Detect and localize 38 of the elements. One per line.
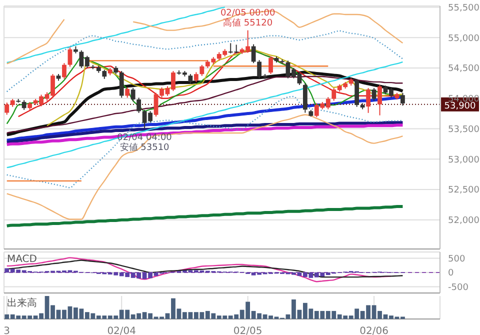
line-series bbox=[6, 114, 404, 220]
y-tick-label: 55,000 bbox=[448, 34, 480, 44]
candlestick bbox=[130, 88, 136, 102]
y-tick-label: -500 bbox=[448, 282, 469, 293]
y-tick-label: 55,500 bbox=[448, 3, 480, 14]
line-series bbox=[6, 61, 404, 168]
candlestick bbox=[62, 62, 66, 80]
y-tick-label: 53,000 bbox=[448, 155, 480, 166]
x-tick-label: 02/04 bbox=[107, 326, 136, 335]
candlestick bbox=[378, 84, 382, 116]
candlestick bbox=[102, 69, 107, 80]
candlestick bbox=[119, 70, 124, 98]
candlestick bbox=[372, 88, 376, 102]
line-series bbox=[5, 204, 404, 228]
candlestick bbox=[136, 97, 142, 114]
candlestick bbox=[200, 64, 204, 76]
y-tick-label: 54,500 bbox=[448, 64, 480, 74]
x-tick-label: 02/05 bbox=[233, 326, 262, 335]
y-tick-label: 500 bbox=[448, 254, 466, 264]
y-tick-label: 53,500 bbox=[448, 124, 480, 135]
x-tick-label: 3 bbox=[4, 326, 10, 335]
candlestick bbox=[68, 46, 72, 68]
candlestick bbox=[188, 74, 193, 84]
y-tick-label: 52,000 bbox=[448, 216, 480, 226]
candlestick bbox=[400, 92, 405, 106]
candlestick bbox=[251, 44, 256, 64]
candlestick bbox=[268, 56, 273, 75]
candlestick bbox=[22, 100, 26, 110]
line-series bbox=[6, 30, 404, 92]
y-tick-label: 0 bbox=[448, 268, 454, 279]
chart-title: 出来高 bbox=[7, 297, 37, 309]
chart-title: MACD bbox=[7, 254, 38, 265]
y-tick-label: 52,500 bbox=[448, 186, 480, 196]
candlestick bbox=[366, 88, 370, 114]
candlestick bbox=[125, 86, 130, 98]
x-tick-label: 02/06 bbox=[360, 326, 388, 335]
line-series bbox=[6, 96, 404, 188]
candlestick bbox=[194, 72, 198, 82]
